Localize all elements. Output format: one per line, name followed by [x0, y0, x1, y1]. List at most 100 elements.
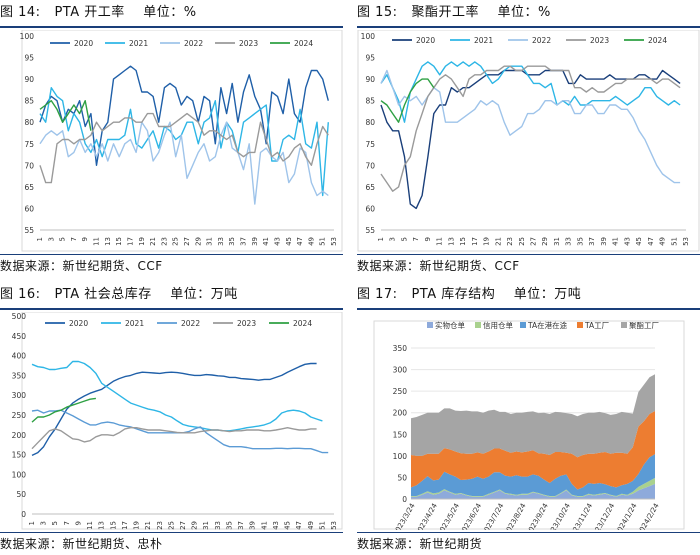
x-tick-label: 15: [115, 237, 123, 246]
x-tick-label: 2023/8/24: [503, 502, 528, 530]
x-tick-label: 39: [249, 521, 257, 530]
source-rule: [0, 254, 343, 255]
chart-frame: [21, 312, 343, 530]
legend-label: 2021: [474, 36, 493, 45]
x-tick-label: 13: [104, 237, 112, 246]
x-tick-label: 37: [240, 237, 248, 246]
legend-label: 2023: [590, 36, 609, 45]
y-tick-label: 65: [365, 183, 375, 192]
legend-swatch-聚酯工厂: [621, 322, 627, 328]
x-tick-label: 51: [318, 521, 326, 530]
x-tick-label: 2023/9/24: [525, 502, 550, 530]
panel-source: 数据来源：新世纪期货: [357, 537, 483, 551]
x-tick-label: 23: [506, 237, 514, 246]
panel-title: 图 17: PTA 库存结构 单位：万吨: [357, 287, 582, 302]
series-line-2024: [380, 78, 435, 123]
x-tick-label: 11: [86, 521, 94, 530]
x-tick-label: 2023/4/24: [414, 502, 439, 530]
x-tick-label: 29: [191, 521, 199, 530]
y-tick-label: 250: [393, 387, 408, 396]
x-tick-label: 2023/6/24: [458, 502, 483, 530]
x-tick-label: 41: [262, 237, 270, 246]
x-tick-label: 27: [183, 237, 191, 246]
legend-label: 2020: [69, 319, 88, 328]
x-tick-label: 2023/5/24: [436, 502, 461, 530]
series-line-2020: [39, 65, 329, 167]
x-tick-label: 53: [330, 237, 338, 246]
y-tick-label: 70: [24, 161, 34, 170]
y-tick-label: 500: [12, 312, 27, 321]
chart-frame: [357, 30, 700, 252]
x-tick-label: 53: [330, 521, 338, 530]
series-area-TA工厂: [411, 411, 655, 490]
y-tick-label: 250: [12, 411, 27, 420]
x-tick-label: 1: [36, 237, 44, 241]
panel-fig17: 图 17: PTA 库存结构 单位：万吨 0 50 100 150 200 250 300 3…: [357, 282, 700, 555]
series-line-2022: [31, 409, 329, 454]
title-rule: [357, 308, 700, 310]
x-tick-label: 49: [659, 237, 667, 246]
series-area-TA在港在途: [411, 454, 655, 496]
x-tick-label: 17: [471, 237, 479, 246]
y-tick-label: 100: [12, 470, 27, 479]
x-tick-label: 29: [194, 237, 202, 246]
x-tick-label: 33: [217, 237, 225, 246]
y-tick-label: 55: [365, 226, 375, 235]
x-tick-label: 11: [436, 237, 444, 246]
x-tick-label: 37: [237, 521, 245, 530]
legend-label: 聚酯工厂: [629, 321, 659, 330]
x-tick-label: 31: [206, 237, 214, 246]
chart-frame: [373, 320, 685, 530]
x-tick-label: 43: [272, 521, 280, 530]
x-tick-label: 37: [588, 237, 596, 246]
panel-fig16: 图 16: PTA 社会总库存 单位：万吨 0 50 100 150 200 250 300…: [0, 282, 343, 555]
legend-label: TA工厂: [584, 321, 610, 330]
y-tick-label: 0: [402, 495, 407, 504]
y-tick-label: 55: [24, 226, 34, 235]
x-tick-label: 7: [70, 237, 78, 241]
series-area-实物仓单: [411, 483, 655, 499]
panel-title: 图 15: 聚酯开工率 单位：%: [357, 5, 551, 20]
title-rule: [357, 26, 700, 28]
panel-title: 图 16: PTA 社会总库存 单位：万吨: [0, 287, 238, 302]
x-tick-label: 9: [424, 237, 432, 241]
y-tick-label: 150: [393, 430, 408, 439]
x-tick-label: 25: [172, 237, 180, 246]
panel-fig15: 图 15: 聚酯开工率 单位：% 55 60 65 70 75 80 85 90 95 100 1 3…: [357, 0, 700, 278]
series-line-2024: [39, 99, 92, 131]
series-line-2021: [31, 360, 323, 432]
x-tick-label: 7: [412, 237, 420, 241]
x-tick-label: 49: [307, 237, 315, 246]
legend-label: 2024: [293, 319, 312, 328]
x-tick-label: 45: [635, 237, 643, 246]
legend-label: 实物仓单: [435, 320, 465, 330]
legend-swatch-信用仓单: [475, 322, 481, 328]
y-tick-label: 90: [24, 75, 34, 84]
x-tick-label: 1: [377, 237, 385, 241]
legend-swatch-实物仓单: [427, 322, 433, 328]
series-line-2023: [39, 112, 329, 184]
x-tick-label: 35: [225, 521, 233, 530]
legend-label: 2020: [74, 39, 93, 48]
legend-label: 2022: [181, 319, 200, 328]
legend-label: 2024: [294, 39, 313, 48]
x-tick-label: 9: [81, 237, 89, 241]
y-tick-label: 80: [24, 118, 34, 127]
panel-source: 数据来源：新世纪期货、CCF: [0, 259, 163, 273]
y-tick-label: 350: [393, 344, 408, 353]
x-tick-label: 25: [167, 521, 175, 530]
title-rule: [0, 26, 343, 28]
x-tick-label: 2024/1/24: [614, 502, 639, 530]
x-tick-label: 2023/3/24: [392, 502, 417, 530]
legend-label: 2022: [532, 36, 551, 45]
x-tick-label: 19: [483, 237, 491, 246]
y-tick-label: 100: [20, 32, 35, 41]
legend-label: 信用仓单: [483, 320, 513, 330]
y-tick-label: 85: [24, 97, 34, 106]
source-rule: [357, 254, 700, 255]
legend-label: 2020: [416, 36, 435, 45]
source-rule: [0, 532, 343, 533]
panel-source: 数据来源：新世纪期货、CCF: [357, 259, 520, 273]
y-tick-label: 60: [365, 204, 375, 213]
